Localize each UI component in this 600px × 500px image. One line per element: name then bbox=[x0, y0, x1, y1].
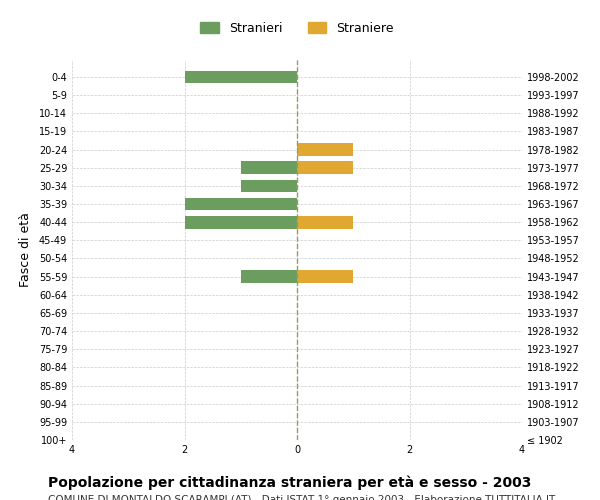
Bar bbox=[297, 216, 353, 228]
Y-axis label: Anni di nascita: Anni di nascita bbox=[596, 204, 600, 296]
Text: Popolazione per cittadinanza straniera per età e sesso - 2003: Popolazione per cittadinanza straniera p… bbox=[48, 475, 532, 490]
Bar bbox=[185, 216, 297, 228]
Text: COMUNE DI MONTALDO SCARAMPI (AT) - Dati ISTAT 1° gennaio 2003 - Elaborazione TUT: COMUNE DI MONTALDO SCARAMPI (AT) - Dati … bbox=[48, 495, 555, 500]
Bar bbox=[297, 162, 353, 174]
Legend: Stranieri, Straniere: Stranieri, Straniere bbox=[195, 17, 399, 40]
Bar bbox=[241, 180, 297, 192]
Bar bbox=[185, 70, 297, 84]
Bar bbox=[241, 270, 297, 283]
Bar bbox=[297, 143, 353, 156]
Bar bbox=[241, 162, 297, 174]
Bar bbox=[297, 270, 353, 283]
Y-axis label: Fasce di età: Fasce di età bbox=[19, 212, 32, 288]
Bar bbox=[185, 198, 297, 210]
